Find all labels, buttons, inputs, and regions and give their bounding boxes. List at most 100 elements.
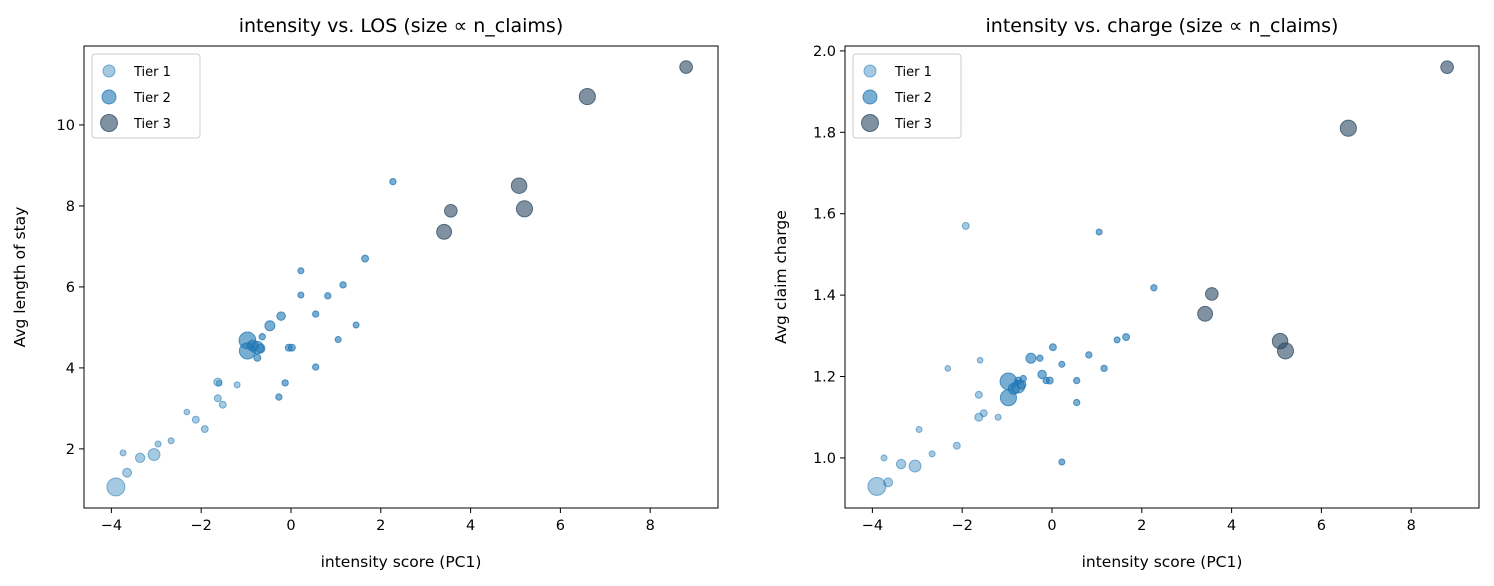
data-point-tier-2	[276, 311, 286, 321]
legend-marker-tier-2	[101, 89, 117, 105]
y-axis-label: Avg length of stay	[11, 207, 29, 348]
data-point-tier-1	[880, 454, 888, 462]
data-point-tier-1	[191, 415, 200, 424]
legend-label: Tier 3	[133, 117, 171, 132]
data-point-tier-2	[1058, 458, 1066, 466]
y-tick-label: 1.6	[813, 207, 836, 223]
x-tick-label: 2	[1137, 518, 1146, 534]
y-tick-label: 8	[66, 199, 75, 215]
x-tick-label: 2	[376, 518, 385, 534]
data-point-tier-2	[287, 343, 296, 352]
data-point-tier-1	[867, 476, 887, 496]
data-point-tier-2	[258, 333, 266, 341]
x-tick-label: 6	[1317, 518, 1326, 534]
subplot-1: intensity vs. LOS (size ∝ n_claims)inten…	[11, 15, 719, 571]
data-point-tier-2	[275, 393, 283, 401]
data-point-tier-1	[213, 394, 222, 403]
data-point-tier-2	[1150, 284, 1158, 292]
y-tick-label: 2	[66, 442, 75, 458]
data-point-tier-1	[895, 458, 907, 470]
data-point-tier-1	[233, 381, 241, 389]
data-point-tier-2	[1100, 364, 1108, 373]
data-point-tier-3	[578, 88, 596, 106]
y-tick-label: 2.0	[813, 44, 836, 60]
data-point-tier-1	[183, 408, 191, 416]
x-axis-label: intensity score (PC1)	[321, 553, 482, 571]
legend: Tier 1 Tier 2 Tier 3	[852, 53, 962, 139]
data-point-tier-3	[515, 200, 534, 218]
scatter-points	[867, 60, 1454, 496]
data-point-tier-3	[510, 177, 528, 194]
legend: Tier 1 Tier 2 Tier 3	[91, 53, 201, 139]
data-point-tier-1	[147, 448, 161, 461]
legend-label: Tier 2	[133, 91, 171, 106]
data-point-tier-1	[218, 400, 227, 409]
legend-marker-tier-1	[863, 64, 877, 78]
legend-box	[852, 53, 962, 139]
data-point-tier-2	[339, 281, 347, 289]
data-point-tier-2	[297, 291, 305, 299]
data-point-tier-2	[389, 177, 397, 186]
y-tick-label: 1.8	[813, 125, 836, 141]
x-tick-label: 0	[1047, 518, 1056, 534]
legend-label: Tier 1	[894, 65, 932, 80]
x-tick-label: −4	[101, 518, 122, 534]
y-axis-label: Avg claim charge	[772, 210, 790, 344]
scatter-points	[106, 60, 693, 497]
x-tick-label: 0	[286, 518, 295, 534]
data-point-tier-3	[436, 223, 453, 240]
data-point-tier-2	[1025, 352, 1037, 364]
y-tick-label: 4	[66, 361, 75, 377]
x-tick-label: 8	[646, 518, 655, 534]
y-tick-label: 10	[57, 118, 75, 134]
data-point-tier-1	[961, 221, 970, 230]
x-tick-label: 4	[466, 518, 475, 534]
data-point-tier-2	[352, 321, 360, 329]
legend-marker-tier-3	[100, 114, 118, 132]
x-tick-label: 8	[1407, 518, 1416, 534]
data-point-tier-2	[1122, 333, 1131, 342]
data-point-tier-2	[312, 310, 320, 318]
data-point-tier-1	[928, 450, 936, 458]
data-point-tier-3	[444, 203, 458, 218]
data-point-tier-3	[1276, 342, 1295, 360]
x-tick-label: 4	[1227, 518, 1236, 534]
data-point-tier-3	[1197, 305, 1214, 322]
data-point-tier-2	[1042, 376, 1050, 385]
data-point-tier-2	[1073, 376, 1081, 385]
data-point-tier-2	[1085, 351, 1093, 359]
data-point-tier-3	[1339, 119, 1357, 137]
data-point-tier-1	[976, 356, 984, 364]
legend-marker-tier-1	[102, 64, 116, 78]
chart-title: intensity vs. charge (size ∝ n_claims)	[986, 15, 1339, 37]
data-point-tier-1	[119, 449, 127, 457]
chart-title: intensity vs. LOS (size ∝ n_claims)	[239, 15, 564, 37]
legend-label: Tier 2	[894, 91, 932, 106]
axes-frame	[844, 45, 1480, 509]
data-point-tier-1	[944, 365, 952, 372]
data-point-tier-3	[679, 60, 693, 74]
data-point-tier-2	[1073, 398, 1081, 407]
data-point-tier-3	[1205, 287, 1219, 301]
data-point-tier-2	[312, 363, 320, 371]
legend-label: Tier 3	[894, 117, 932, 132]
data-point-tier-2	[297, 267, 305, 275]
data-point-tier-2	[361, 254, 370, 263]
x-tick-label: −2	[191, 518, 212, 534]
legend-box	[91, 53, 201, 139]
data-point-tier-2	[255, 343, 266, 354]
data-point-tier-2	[1036, 354, 1044, 362]
x-tick-label: −2	[952, 518, 973, 534]
data-point-tier-2	[281, 379, 289, 387]
data-point-tier-2	[324, 292, 332, 300]
data-point-tier-2	[264, 320, 276, 332]
data-point-tier-1	[122, 467, 133, 478]
data-point-tier-2	[1048, 343, 1057, 352]
legend-marker-tier-3	[861, 114, 879, 132]
data-point-tier-2	[1113, 336, 1121, 344]
data-point-tier-3	[1440, 60, 1454, 74]
legend-marker-tier-2	[862, 89, 878, 105]
y-tick-label: 6	[66, 280, 75, 296]
data-point-tier-2	[253, 353, 262, 362]
data-point-tier-1	[106, 477, 126, 497]
